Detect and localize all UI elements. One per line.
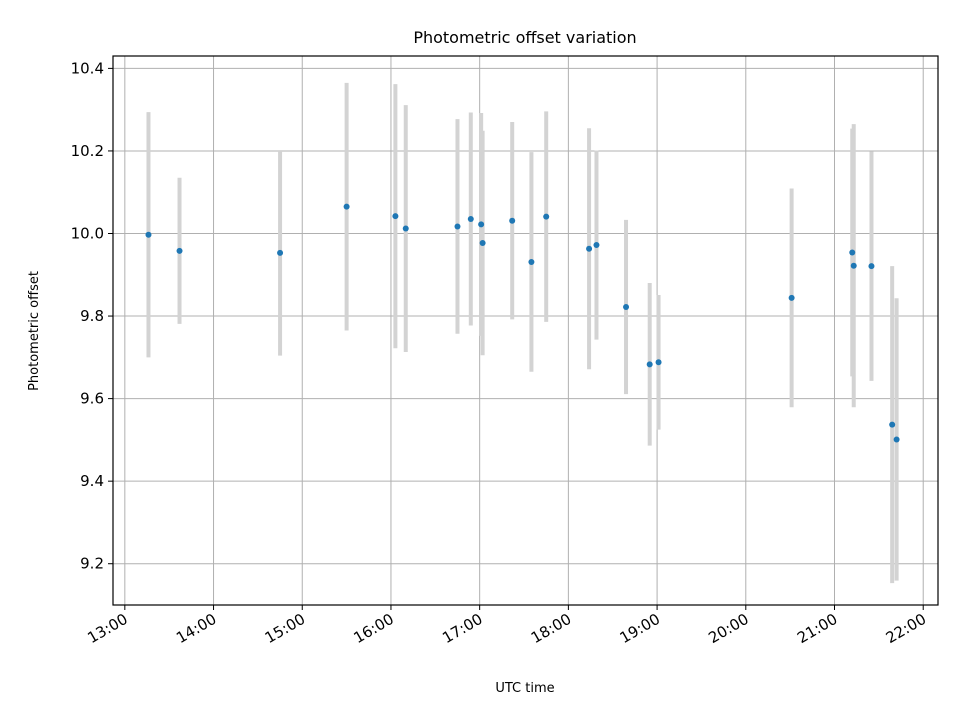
- y-tick-label: 10.0: [71, 224, 104, 242]
- y-tick-label: 9.2: [80, 555, 104, 573]
- y-tick-label: 10.4: [71, 59, 104, 77]
- data-point: [479, 239, 486, 246]
- data-point: [850, 262, 857, 269]
- data-point: [277, 249, 284, 256]
- data-point: [849, 249, 856, 256]
- y-tick-label: 10.2: [71, 142, 104, 160]
- data-point: [509, 217, 516, 224]
- data-point: [646, 361, 653, 368]
- grid-lines: [113, 56, 938, 605]
- y-axis-label: Photometric offset: [27, 271, 42, 391]
- data-point: [528, 258, 535, 265]
- data-point: [478, 221, 485, 228]
- data-point: [176, 247, 183, 254]
- plot-frame: [112, 55, 939, 606]
- y-tick-label: 9.4: [80, 472, 104, 490]
- data-point: [145, 231, 152, 238]
- data-point: [586, 245, 593, 252]
- data-point: [893, 436, 900, 443]
- data-point: [392, 213, 399, 220]
- data-point: [402, 225, 409, 232]
- y-tick-label: 9.6: [80, 390, 104, 408]
- data-point: [788, 294, 795, 301]
- data-point: [467, 216, 474, 223]
- data-points: [145, 203, 900, 443]
- data-point: [543, 213, 550, 220]
- data-point: [593, 242, 600, 249]
- data-point: [889, 421, 896, 428]
- data-point: [655, 359, 662, 366]
- data-point: [868, 263, 875, 270]
- chart-title: Photometric offset variation: [413, 28, 636, 47]
- data-point: [623, 303, 630, 310]
- y-tick-label: 9.8: [80, 307, 104, 325]
- x-axis-label: UTC time: [495, 681, 554, 696]
- data-point: [343, 203, 350, 210]
- data-point: [454, 223, 461, 230]
